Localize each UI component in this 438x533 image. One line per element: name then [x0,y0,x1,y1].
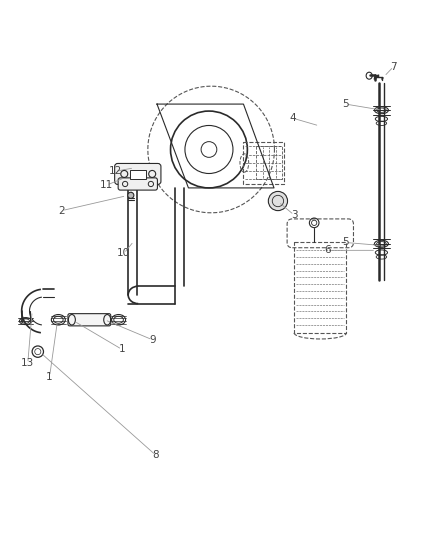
Text: 7: 7 [390,61,397,71]
FancyBboxPatch shape [130,170,146,179]
FancyBboxPatch shape [118,178,157,190]
FancyBboxPatch shape [115,164,161,184]
Text: 11: 11 [100,180,113,190]
Circle shape [268,191,288,211]
Text: 12: 12 [109,166,122,176]
FancyBboxPatch shape [68,313,111,326]
Text: 5: 5 [343,238,349,247]
Text: 4: 4 [289,113,296,123]
Circle shape [128,192,134,198]
Text: 6: 6 [324,245,331,255]
Text: 9: 9 [149,335,156,345]
Text: 5: 5 [343,99,349,109]
Text: 1: 1 [46,372,53,382]
Text: 10: 10 [117,248,131,259]
Text: 8: 8 [152,450,159,460]
Text: 13: 13 [21,358,35,368]
FancyBboxPatch shape [287,219,353,248]
Text: 3: 3 [291,210,297,220]
Text: 1: 1 [119,344,125,354]
Text: 2: 2 [59,206,65,216]
